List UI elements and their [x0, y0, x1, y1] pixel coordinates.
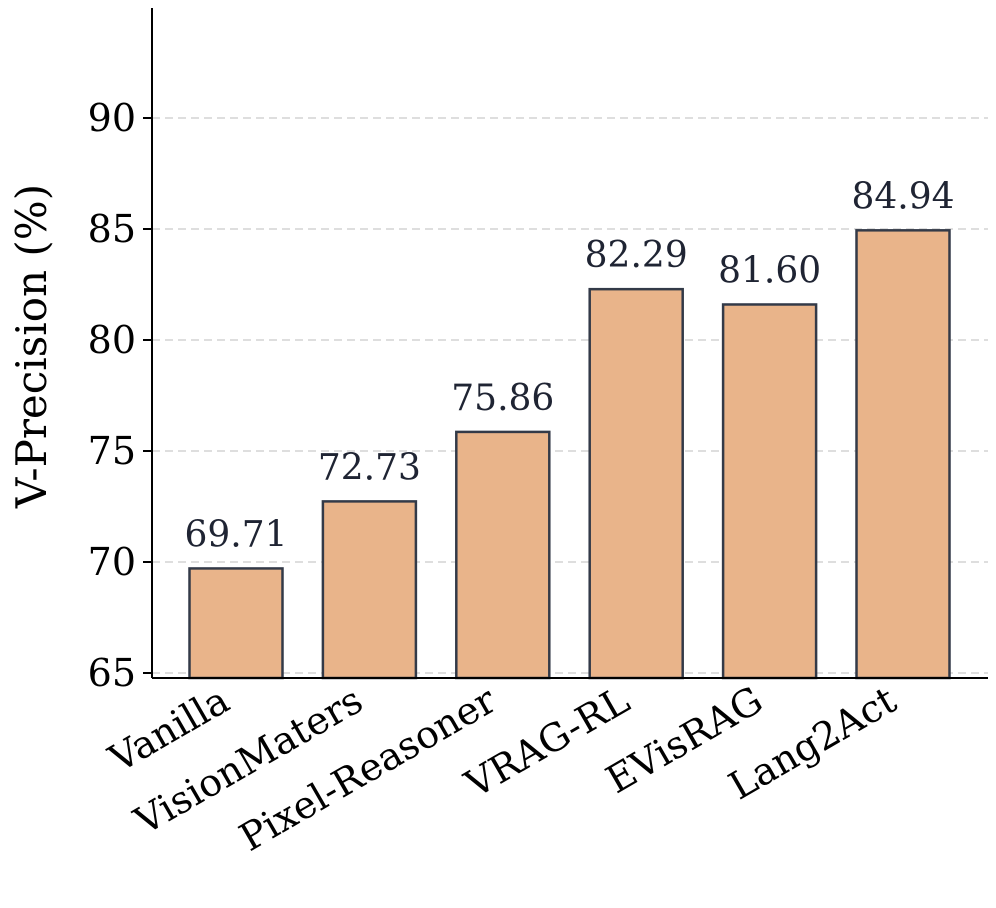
bar-vanilla	[188, 567, 284, 680]
y-tick-label: 80	[88, 318, 136, 362]
axes	[151, 8, 988, 679]
y-axis-label: V-Precision (%)	[7, 184, 56, 509]
value-labels: 69.71 72.73 75.86 82.29 81.60 84.94	[184, 176, 954, 555]
value-label: 72.73	[318, 447, 421, 488]
bar-vrag-rl	[588, 287, 684, 680]
y-tick-label: 85	[88, 207, 136, 251]
grid-lines	[152, 117, 988, 674]
bar-visionmaters	[321, 500, 418, 680]
bar-lang2act	[855, 229, 951, 680]
bar-evisrag	[721, 303, 818, 680]
bar-pixel-reasoner	[455, 430, 551, 680]
value-label: 81.60	[718, 250, 821, 291]
value-label: 82.29	[585, 235, 688, 276]
value-label: 75.86	[451, 378, 554, 419]
bars	[188, 229, 951, 680]
value-label: 69.71	[184, 514, 287, 555]
y-tick-label: 65	[88, 651, 136, 695]
x-tick-labels: VanillaVisionMatersPixel-ReasonerVRAG-RL…	[101, 677, 904, 859]
y-tick-label: 70	[88, 540, 136, 584]
y-ticks: 65 70 75 80 85 90	[88, 96, 152, 695]
value-label: 84.94	[851, 176, 954, 217]
y-tick-label: 90	[88, 96, 136, 140]
y-tick-label: 75	[88, 429, 136, 473]
